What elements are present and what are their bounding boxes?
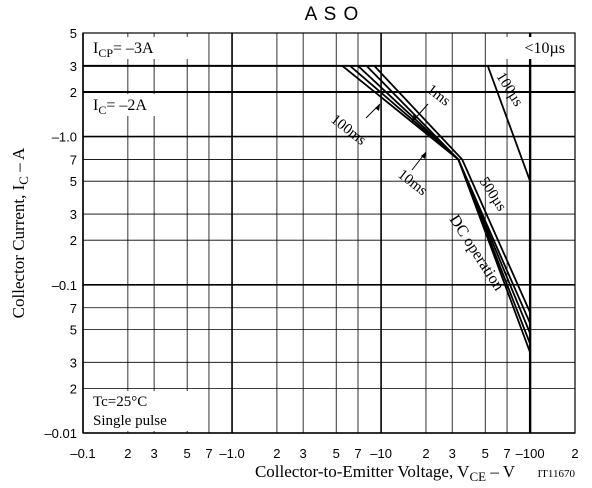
x-tick-labels: –0.1 2 3 5 7 –1.0 2 3 5 7 –10 2 3 5 7 –100 2 (70, 446, 578, 461)
y-tick-label-2: 3 (70, 355, 77, 370)
x-tick-label-7: 3 (300, 446, 307, 461)
grid-lines (82, 32, 576, 434)
y-tick-label-5: –0.1 (52, 278, 77, 293)
arrow-10ms-head (421, 152, 426, 159)
chart-code: IT11670 (538, 468, 576, 480)
lt10-label-box (494, 37, 570, 59)
y-tick-label-0: –0.01 (44, 426, 77, 441)
x-tick-label-15: –100 (516, 446, 545, 461)
plot-frame (82, 32, 576, 434)
y-axis-label: Collector Current, IC – A (9, 147, 31, 318)
y-tick-label-11: 2 (70, 85, 77, 100)
x-tick-label-8: 5 (333, 446, 340, 461)
ic-label-box (88, 94, 168, 116)
x-tick-label-9: 7 (354, 446, 361, 461)
curve-100-s (486, 65, 531, 182)
y-tick-label-10: –1.0 (52, 130, 77, 145)
y-tick-label-7: 3 (70, 207, 77, 222)
label-100ms: 100ms (328, 112, 370, 149)
label-1ms: 1ms (424, 82, 454, 110)
label-100us: 100µs (493, 70, 526, 110)
y-tick-label-4: 7 (70, 301, 77, 316)
tc-label-box (88, 391, 200, 431)
ic-label: IC= –2A (93, 97, 147, 117)
x-tick-label-16: 2 (571, 446, 578, 461)
x-tick-label-3: 5 (184, 446, 191, 461)
x-axis-label: Collector-to-Emitter Voltage, VCE – V (255, 462, 516, 484)
x-tick-label-4: 7 (205, 446, 212, 461)
x-tick-label-14: 7 (503, 446, 510, 461)
tc-label: Tc=25°C (93, 394, 147, 410)
icp-label: ICP= –3A (93, 40, 154, 60)
curve-1ms (365, 65, 531, 324)
x-tick-label-5: –1.0 (219, 446, 244, 461)
arrow-100ms-head (375, 104, 380, 111)
x-tick-label-12: 3 (449, 446, 456, 461)
x-tick-label-1: 2 (124, 446, 131, 461)
y-tick-label-13: 5 (70, 26, 77, 41)
label-10ms: 10ms (395, 167, 431, 200)
curve-lines (341, 65, 531, 353)
icp-label-box (88, 37, 192, 59)
single-pulse-label: Single pulse (93, 413, 167, 429)
y-tick-label-9: 7 (70, 153, 77, 168)
x-tick-label-11: 2 (422, 446, 429, 461)
y-tick-label-1: 2 (70, 381, 77, 396)
y-tick-labels: –0.01 2 3 5 7 –0.1 2 3 5 7 –1.0 2 3 5 (44, 26, 77, 441)
y-tick-label-6: 2 (70, 233, 77, 248)
curve-500-s (373, 65, 531, 313)
lt10-label: <10µs (525, 40, 565, 57)
arrow-1ms-head (412, 115, 417, 122)
x-tick-label-10: –10 (370, 446, 392, 461)
limit-lines (83, 33, 575, 433)
y-tick-label-3: 5 (70, 322, 77, 337)
label-dc-operation: DC operation (446, 212, 507, 294)
x-tick-label-0: –0.1 (70, 446, 95, 461)
x-tick-label-13: 5 (482, 446, 489, 461)
x-tick-label-2: 3 (150, 446, 157, 461)
x-tick-label-6: 2 (273, 446, 280, 461)
chart-title: A S O (305, 4, 360, 25)
y-tick-label-12: 3 (70, 59, 77, 74)
y-tick-label-8: 5 (70, 174, 77, 189)
